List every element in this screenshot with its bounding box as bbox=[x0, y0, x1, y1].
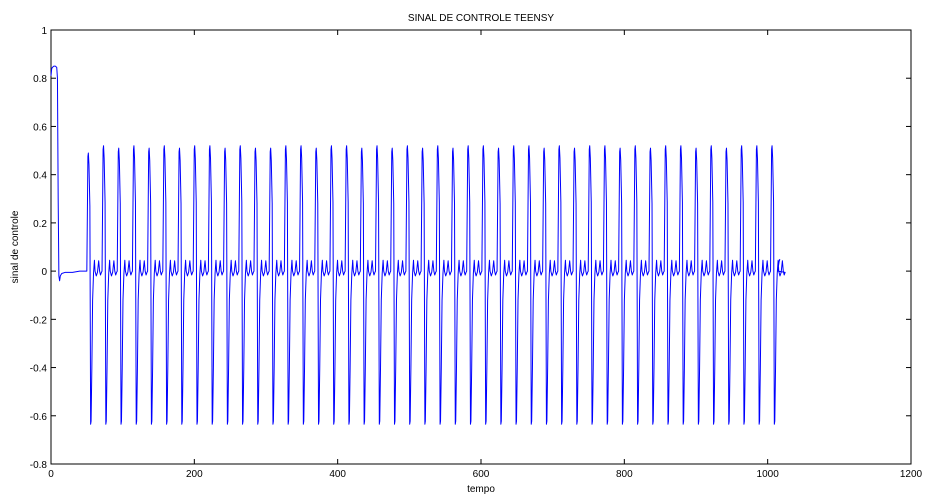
x-tick-label: 400 bbox=[329, 469, 346, 480]
y-tick-label: -0.8 bbox=[30, 460, 48, 471]
x-axis-label: tempo bbox=[467, 484, 495, 494]
x-tick-label: 1200 bbox=[900, 469, 923, 480]
axis-ticks: 0 200 400 600 800 1000 1200 -0.8 -0.6 -0.4 -0.2 0 0.… bbox=[30, 26, 923, 480]
y-tick-label: 0.4 bbox=[33, 171, 47, 182]
series-line bbox=[50, 65, 786, 425]
x-tick-label: 600 bbox=[473, 469, 490, 480]
x-tick-label: 1000 bbox=[757, 469, 780, 480]
y-tick-label: -0.4 bbox=[30, 364, 48, 375]
y-tick-label: 0 bbox=[41, 267, 47, 278]
y-tick-label: 0.2 bbox=[33, 219, 47, 230]
series-plot bbox=[50, 65, 786, 425]
y-tick-label: -0.2 bbox=[30, 315, 48, 326]
x-tick-label: 200 bbox=[186, 469, 203, 480]
y-tick-label: -0.6 bbox=[30, 412, 48, 423]
y-tick-label: 0.8 bbox=[33, 74, 47, 85]
y-tick-label: 0.6 bbox=[33, 122, 47, 133]
plot-area bbox=[50, 29, 912, 465]
x-tick-label: 800 bbox=[616, 469, 633, 480]
y-tick-label: 1 bbox=[41, 26, 47, 37]
y-axis-label: sinal de controle bbox=[10, 210, 21, 283]
x-tick-label: 0 bbox=[48, 469, 54, 480]
chart-title: SINAL DE CONTROLE TEENSY bbox=[408, 13, 554, 24]
